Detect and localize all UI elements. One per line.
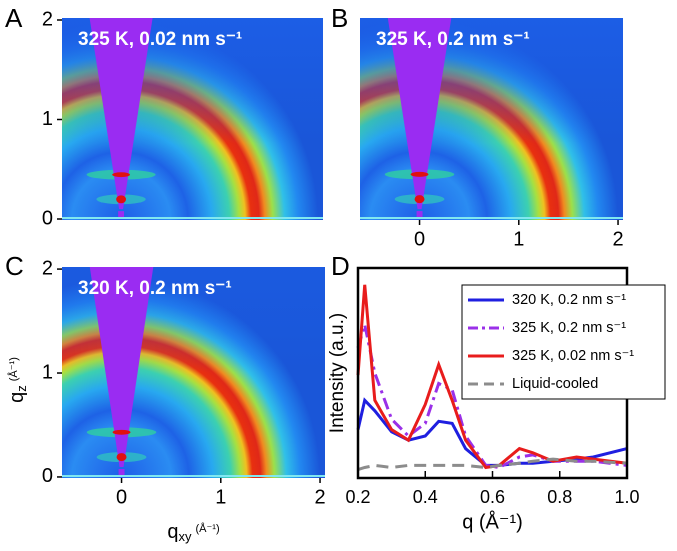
y-tick-label: 0 bbox=[42, 465, 53, 487]
x-tick-label: 0.6 bbox=[480, 487, 505, 507]
x-tick-label: 0.2 bbox=[345, 487, 370, 507]
y-tick-label: 1 bbox=[42, 361, 53, 383]
legend-label: Liquid-cooled bbox=[512, 376, 598, 392]
annotation: 325 K, 0.2 nm s⁻¹ bbox=[376, 29, 530, 50]
panel-label: A bbox=[5, 3, 23, 33]
annotation: 320 K, 0.2 nm s⁻¹ bbox=[78, 278, 232, 299]
x-tick-label: 1.0 bbox=[614, 487, 639, 507]
y-axis-label: Intensity (a.u.) bbox=[327, 313, 348, 433]
beamstop bbox=[89, 18, 153, 210]
line-series bbox=[356, 284, 628, 470]
heatmap-image bbox=[62, 18, 323, 220]
x-tick-label: 0.8 bbox=[547, 487, 572, 507]
y-tick-label: 2 bbox=[42, 8, 53, 30]
y-tick-label: 0 bbox=[42, 207, 53, 229]
legend-label: 320 K, 0.2 nm s⁻¹ bbox=[512, 292, 626, 308]
heatmap-image bbox=[360, 18, 623, 220]
annotation: 325 K, 0.02 nm s⁻¹ bbox=[78, 29, 242, 50]
y-axis-label: qz(Å⁻¹) bbox=[6, 357, 29, 403]
x-tick-label: 2 bbox=[314, 486, 325, 508]
beamstop bbox=[89, 267, 154, 468]
panel-label: D bbox=[331, 251, 350, 281]
panel-label: C bbox=[5, 251, 24, 281]
x-tick-label: 1 bbox=[215, 486, 226, 508]
beamstop bbox=[387, 18, 452, 210]
legend-box bbox=[461, 284, 666, 400]
x-tick-label: 1 bbox=[513, 228, 524, 250]
line-series bbox=[356, 324, 628, 470]
x-tick-label: 2 bbox=[612, 228, 623, 250]
y-tick-label: 1 bbox=[42, 108, 53, 130]
line-series bbox=[357, 457, 628, 472]
y-tick-label: 2 bbox=[42, 257, 53, 279]
heatmap-image bbox=[62, 267, 325, 478]
x-tick-label: 0 bbox=[414, 228, 425, 250]
legend-label: 325 K, 0.2 nm s⁻¹ bbox=[512, 320, 626, 336]
x-axis-label: q (Å⁻¹) bbox=[462, 510, 523, 533]
x-axis-label: qxy(Å⁻¹) bbox=[167, 521, 219, 544]
panel-label: B bbox=[331, 3, 348, 33]
x-tick-label: 0 bbox=[116, 486, 127, 508]
x-tick-label: 0.4 bbox=[413, 487, 438, 507]
legend-label: 325 K, 0.02 nm s⁻¹ bbox=[512, 348, 634, 364]
